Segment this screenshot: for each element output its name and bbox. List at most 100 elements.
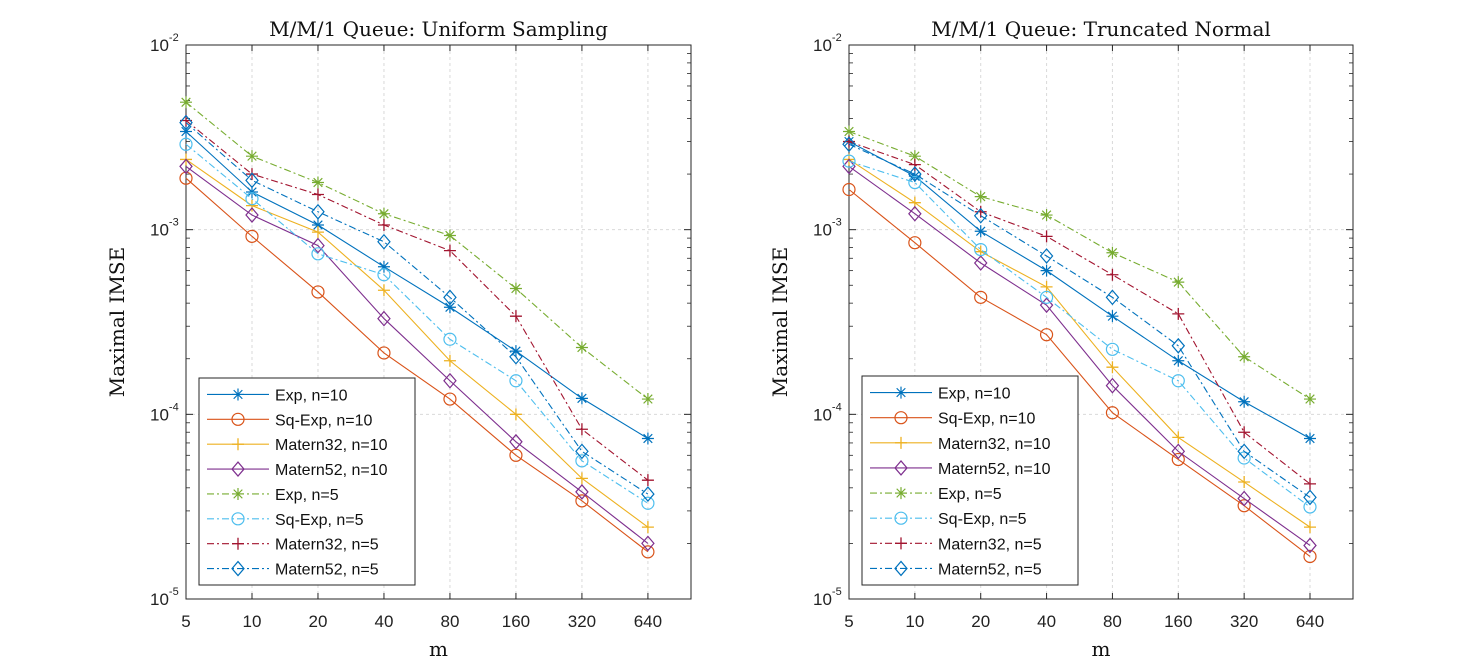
data-point [641, 393, 654, 406]
data-point [1237, 443, 1251, 460]
legend-label: Exp, n=5 [938, 486, 1002, 503]
legend: Exp, n=10 Sq-Exp, n=10 Matern32, n=10 Mater… [198, 377, 416, 586]
data-point [245, 207, 259, 223]
legend-label: Matern32, n=5 [938, 536, 1042, 553]
legend-entry-sq-exp-n-5: Sq-Exp, n=5 [207, 512, 364, 529]
data-point [377, 233, 391, 250]
legend-label: Sq-Exp, n=5 [275, 512, 364, 529]
y-tick-label: 10-2 [150, 32, 179, 55]
legend-label: Matern52, n=5 [275, 562, 379, 579]
data-point [908, 175, 922, 190]
series-sq-exp-n-10 [179, 171, 655, 559]
data-point [575, 472, 588, 485]
data-point [311, 218, 324, 231]
data-point [1304, 521, 1316, 534]
y-tick-label: 10-5 [813, 586, 842, 609]
data-point [311, 285, 325, 299]
legend-entry-matern52-n-10: Matern52, n=10 [207, 461, 388, 479]
legend-label: Matern32, n=10 [938, 436, 1051, 453]
x-tick-label: 320 [1230, 612, 1258, 631]
legend-entry-exp-n-10: Exp, n=10 [207, 387, 348, 404]
data-point [908, 205, 922, 222]
series-line [185, 131, 649, 439]
legend-label: Exp, n=10 [938, 386, 1011, 403]
series-exp-n-5 [843, 125, 1316, 406]
series-exp-n-5 [180, 96, 654, 406]
legend-marker [231, 512, 245, 526]
data-point [311, 203, 325, 220]
data-point [245, 229, 259, 243]
data-point [1171, 374, 1185, 388]
data-point [1040, 264, 1053, 277]
data-point [443, 372, 457, 389]
data-point [1106, 268, 1119, 281]
series-line [185, 143, 649, 504]
data-point [842, 158, 856, 175]
x-tick-label: 40 [1037, 612, 1056, 631]
data-point [1039, 328, 1054, 342]
data-point [842, 182, 856, 197]
data-point [974, 242, 988, 257]
x-tick-label: 10 [243, 612, 262, 631]
data-point [1304, 432, 1316, 445]
legend-label: Sq-Exp, n=5 [938, 511, 1027, 528]
data-point [245, 192, 259, 206]
data-point [843, 125, 855, 138]
data-point [842, 136, 856, 153]
x-tick-label: 80 [1103, 612, 1122, 631]
legend-entry-matern52-n-5: Matern52, n=5 [870, 560, 1042, 578]
legend-label: Exp, n=5 [275, 487, 339, 504]
data-point [245, 150, 258, 163]
series-matern52-n-10 [842, 158, 1317, 554]
data-point [641, 432, 654, 445]
data-point [377, 260, 390, 273]
x-tick-label: 20 [309, 612, 328, 631]
data-point [245, 185, 258, 198]
data-point [1039, 248, 1054, 264]
data-point [641, 486, 655, 502]
data-point [1106, 361, 1119, 374]
legend-marker [232, 388, 244, 401]
legend-label: Exp, n=10 [275, 387, 348, 404]
legend-entry-matern32-n-5: Matern32, n=5 [870, 536, 1042, 553]
subplot-1: 5 10 20 40 80 160 320 640 10-5 10-4 10-3 10-2 M/M/1 … [105, 17, 692, 661]
series-line [848, 141, 1311, 485]
data-point [377, 207, 390, 220]
series-line [848, 165, 1311, 546]
data-point [1304, 477, 1316, 490]
legend-marker [232, 537, 244, 550]
data-point [377, 218, 390, 231]
data-point [575, 392, 588, 405]
series-sq-exp-n-5 [842, 154, 1317, 514]
series-line [848, 189, 1311, 557]
series-sq-exp-n-10 [842, 182, 1317, 564]
legend-entry-sq-exp-n-10: Sq-Exp, n=10 [207, 412, 373, 429]
data-point [641, 535, 655, 552]
data-point [1303, 489, 1317, 506]
data-point [443, 301, 456, 314]
data-point [1238, 476, 1251, 489]
data-point [509, 408, 522, 421]
axes-box [185, 44, 692, 600]
data-point [245, 172, 259, 189]
data-point [1238, 350, 1251, 363]
series-line [848, 158, 1311, 528]
legend-label: Matern32, n=10 [275, 437, 388, 454]
data-point [1172, 276, 1185, 289]
data-point [1171, 452, 1185, 467]
data-point [641, 521, 654, 534]
data-point [575, 423, 588, 436]
legend-entry-matern52-n-10: Matern52, n=10 [870, 460, 1051, 478]
data-point [443, 392, 457, 406]
data-point [509, 433, 523, 450]
x-tick-label: 320 [568, 612, 596, 631]
subplot-2: 5 10 20 40 80 160 320 640 10-5 10-4 10-3 10-2 M/M/1 … [768, 17, 1354, 661]
data-point [311, 226, 324, 239]
legend-entry-exp-n-5: Exp, n=5 [870, 486, 1002, 503]
legend-label: Sq-Exp, n=10 [275, 412, 373, 429]
x-axis-label: m [1092, 637, 1111, 661]
data-point [377, 268, 391, 282]
data-point [1238, 426, 1251, 439]
legend-marker [895, 386, 907, 399]
data-point [179, 114, 193, 131]
